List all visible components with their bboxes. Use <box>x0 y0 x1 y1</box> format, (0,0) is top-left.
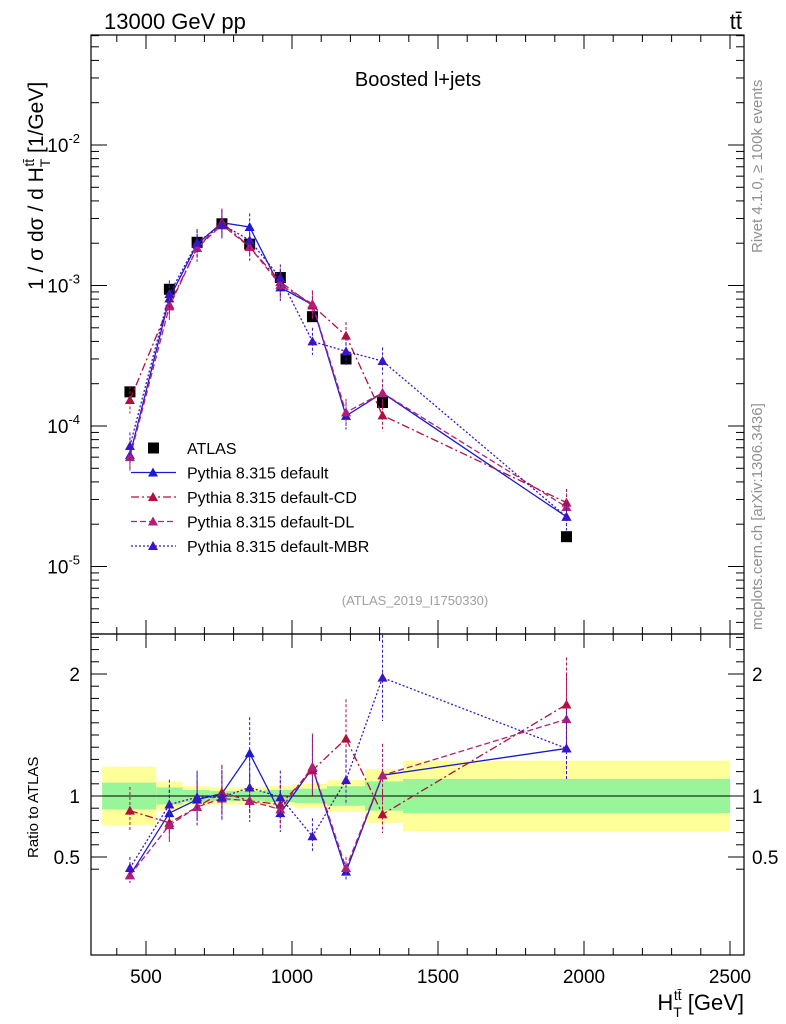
ratio-point-dl <box>275 804 286 814</box>
data-point-dl <box>192 242 203 252</box>
ratio-point-mbr <box>244 782 255 792</box>
main-y-tick-label: 10-3 <box>47 272 80 298</box>
ratio-y-tick-label-left: 0.5 <box>54 848 80 869</box>
legend-marker-default <box>148 467 158 477</box>
legend-marker-cd <box>148 492 158 501</box>
ratio-y-axis-title: Ratio to ATLAS <box>25 757 42 858</box>
x-axis-title: HTtt̄ [GeV] <box>657 987 744 1020</box>
main-y-tick-label: 10-2 <box>47 131 80 157</box>
ratio-point-dl <box>377 770 388 780</box>
legend-label-dl: Pythia 8.315 default-DL <box>187 515 354 532</box>
ratio-point-cd <box>341 733 352 743</box>
ratio-point-mbr <box>307 831 318 841</box>
main-y-tick-label: 10-5 <box>47 553 80 579</box>
atlas-data-point <box>560 531 572 543</box>
series-line-cd <box>129 221 567 504</box>
main-series-layer <box>124 208 572 543</box>
x-tick-label: 1000 <box>271 967 313 988</box>
data-point-dl <box>377 387 388 397</box>
data-point-dl <box>561 502 572 512</box>
data-point-mbr <box>216 219 227 229</box>
legend-marker-mbr <box>148 541 158 550</box>
legend: ATLAS Pythia 8.315 default Pythia 8.315 de… <box>131 441 369 556</box>
ratio-point-mbr <box>216 792 227 802</box>
ratio-series-layer <box>124 634 572 883</box>
data-point-mbr <box>244 235 255 245</box>
analysis-id: (ATLAS_2019_I1750330) <box>342 593 488 608</box>
ratio-point-mbr <box>275 792 286 802</box>
x-tick-label: 500 <box>130 967 162 988</box>
x-tick-label: 1500 <box>417 967 459 988</box>
data-point-mbr <box>307 336 318 346</box>
data-point-mbr <box>124 441 135 451</box>
data-point-mbr <box>561 511 572 521</box>
ratio-line-mbr <box>129 676 567 869</box>
ratio-y-tick-label-right: 2 <box>752 665 763 686</box>
main-y-tick-label: 10-4 <box>47 412 80 438</box>
ratio-y-tick-label-right: 0.5 <box>752 848 778 869</box>
ratio-point-cd <box>377 809 388 819</box>
legend-label-default: Pythia 8.315 default <box>187 466 329 483</box>
ratio-point-mbr <box>124 862 135 872</box>
ratio-line-default <box>129 747 567 876</box>
side-label-site: mcplots.cern.ch [arXiv:1306.3436] <box>749 403 766 630</box>
data-point-mbr <box>377 356 388 366</box>
data-point-dl <box>307 298 318 308</box>
ratio-point-cd <box>124 805 135 815</box>
x-tick-label: 2500 <box>709 967 751 988</box>
data-point-mbr <box>192 237 203 247</box>
legend-marker-atlas <box>148 442 159 454</box>
ratio-line-dl <box>129 718 567 876</box>
ratio-point-mbr <box>377 672 388 682</box>
beam-label: 13000 GeV pp <box>104 9 246 34</box>
ratio-y-tick-label-left: 1 <box>69 787 80 808</box>
ratio-point-default <box>244 748 255 758</box>
ratio-frame <box>90 633 745 956</box>
series-line-default <box>129 221 567 518</box>
legend-marker-dl <box>148 516 158 526</box>
legend-label-cd: Pythia 8.315 default-CD <box>187 490 357 507</box>
data-point-dl <box>244 241 255 251</box>
ratio-point-mbr <box>164 799 175 809</box>
data-point-mbr <box>275 273 286 283</box>
data-point-cd <box>341 330 352 340</box>
data-point-dl <box>341 407 352 417</box>
x-tick-label: 2000 <box>563 967 605 988</box>
ratio-y-tick-label-right: 1 <box>752 787 763 808</box>
ratio-point-dl <box>307 761 318 771</box>
legend-label-mbr: Pythia 8.315 default-MBR <box>187 539 369 556</box>
main-y-axis-title: 1 / σ dσ / d HTtt̄ [1/GeV] <box>21 82 53 290</box>
ratio-y-tick-label-left: 2 <box>69 665 80 686</box>
ratio-line-cd <box>129 703 567 824</box>
legend-label-atlas: ATLAS <box>187 441 237 458</box>
plot-title: Boosted l+jets <box>355 69 481 91</box>
ratio-point-mbr <box>192 792 203 802</box>
data-point-dl <box>124 452 135 462</box>
ratio-point-mbr <box>341 775 352 785</box>
process-label: tt̄ <box>730 9 742 34</box>
side-label-rivet: Rivet 4.1.0, ≥ 100k events <box>749 80 766 253</box>
ratio-point-cd <box>275 799 286 809</box>
data-point-mbr <box>164 288 175 298</box>
ratio-point-cd <box>561 699 572 709</box>
data-point-cd <box>377 410 388 420</box>
axes-layer: 500 1000 1500 2000 2500 10-5 10-4 10-3 10-2 0.5 0.… <box>47 35 778 988</box>
data-point-dl <box>275 279 286 289</box>
ratio-point-dl <box>341 862 352 872</box>
ratio-point-mbr <box>561 743 572 753</box>
data-point-mbr <box>341 346 352 356</box>
data-point-default <box>244 221 255 231</box>
data-point-cd <box>124 395 135 405</box>
